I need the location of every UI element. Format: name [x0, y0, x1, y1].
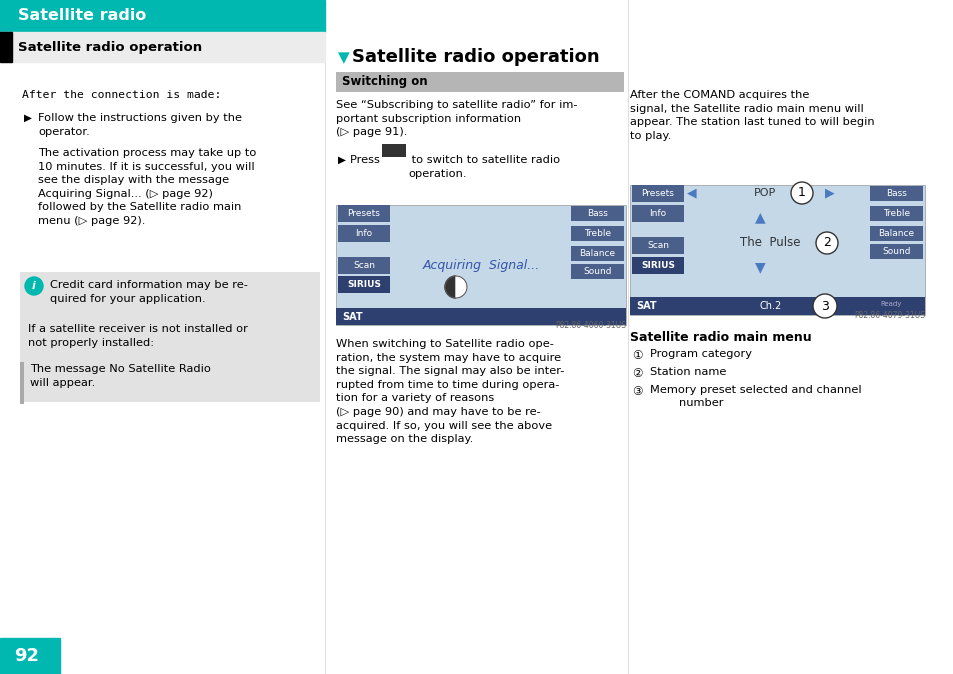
- Text: Scan: Scan: [353, 261, 375, 270]
- Bar: [20, 362, 24, 404]
- Text: Station name: Station name: [649, 367, 725, 377]
- Bar: [0, 32, 12, 62]
- Bar: [631, 257, 683, 274]
- Text: Bass: Bass: [885, 189, 906, 198]
- Text: Acquiring  Signal...: Acquiring Signal...: [422, 259, 539, 272]
- Text: to switch to satellite radio
operation.: to switch to satellite radio operation.: [408, 155, 559, 179]
- Text: Follow the instructions given by the
operator.: Follow the instructions given by the ope…: [38, 113, 242, 137]
- Text: Press: Press: [350, 155, 383, 165]
- Text: Satellite radio main menu: Satellite radio main menu: [629, 331, 811, 344]
- Bar: [629, 297, 924, 315]
- Text: POP: POP: [753, 188, 776, 198]
- Text: Ch.2: Ch.2: [760, 301, 781, 311]
- Text: Sound: Sound: [882, 247, 910, 256]
- Text: The  Pulse: The Pulse: [739, 237, 800, 249]
- Text: ◀: ◀: [686, 187, 696, 200]
- Text: Credit card information may be re-
quired for your application.: Credit card information may be re- quire…: [50, 280, 248, 303]
- Bar: [571, 226, 623, 241]
- Text: 3: 3: [821, 299, 828, 313]
- Bar: [869, 226, 923, 241]
- Text: Ready: Ready: [879, 301, 901, 307]
- Text: Presets: Presets: [347, 209, 380, 218]
- Text: Bass: Bass: [586, 209, 607, 218]
- Text: P82.86-4079-31US: P82.86-4079-31US: [853, 311, 924, 320]
- Bar: [335, 72, 623, 92]
- Bar: [0, 32, 325, 62]
- Bar: [571, 264, 623, 279]
- Text: SAT: SAT: [385, 160, 402, 168]
- Bar: [571, 206, 623, 221]
- Text: ③: ③: [631, 385, 641, 398]
- Text: Balance: Balance: [878, 229, 914, 238]
- Text: Treble: Treble: [583, 229, 611, 238]
- Text: If a satellite receiver is not installed or
not properly installed:: If a satellite receiver is not installed…: [28, 324, 248, 348]
- Text: ▼: ▼: [337, 50, 350, 65]
- Text: SIRIUS: SIRIUS: [640, 261, 675, 270]
- Text: Presets: Presets: [640, 189, 674, 198]
- Bar: [20, 272, 319, 402]
- Text: Treble: Treble: [882, 209, 909, 218]
- Bar: [869, 206, 923, 221]
- Text: 92: 92: [14, 647, 39, 665]
- Circle shape: [25, 277, 43, 295]
- Bar: [869, 186, 923, 201]
- Bar: [0, 0, 325, 32]
- Bar: [629, 185, 924, 315]
- Text: 1: 1: [798, 187, 805, 200]
- Circle shape: [815, 232, 837, 254]
- Text: 2: 2: [822, 237, 830, 249]
- Text: P82.86-4060-31US: P82.86-4060-31US: [555, 321, 625, 330]
- Text: ▶: ▶: [824, 187, 834, 200]
- Bar: [631, 185, 683, 202]
- Text: Sound: Sound: [582, 267, 611, 276]
- Bar: [337, 257, 390, 274]
- Text: Satellite radio operation: Satellite radio operation: [352, 48, 599, 66]
- Text: ②: ②: [631, 367, 641, 380]
- Text: Info: Info: [649, 209, 666, 218]
- Text: ▶: ▶: [24, 113, 32, 123]
- Bar: [571, 246, 623, 261]
- Bar: [869, 244, 923, 259]
- Text: When switching to Satellite radio ope-
ration, the system may have to acquire
th: When switching to Satellite radio ope- r…: [335, 339, 564, 444]
- Bar: [335, 205, 625, 325]
- Text: SAT: SAT: [341, 311, 362, 321]
- Circle shape: [790, 182, 812, 204]
- Text: After the connection is made:: After the connection is made:: [22, 90, 221, 100]
- Text: See “Subscribing to satellite radio” for im-
portant subscription information
(▷: See “Subscribing to satellite radio” for…: [335, 100, 577, 137]
- Bar: [631, 237, 683, 254]
- Text: The message No Satellite Radio
will appear.: The message No Satellite Radio will appe…: [30, 364, 211, 388]
- Bar: [337, 276, 390, 293]
- Text: ▲: ▲: [754, 210, 764, 224]
- Text: ▼: ▼: [754, 260, 764, 274]
- Text: Info: Info: [355, 229, 373, 238]
- Text: ①: ①: [631, 349, 641, 362]
- Text: Scan: Scan: [646, 241, 668, 250]
- Text: SAT: SAT: [636, 301, 656, 311]
- Text: Switching on: Switching on: [341, 75, 427, 88]
- Text: Memory preset selected and channel
        number: Memory preset selected and channel numbe…: [649, 385, 861, 408]
- Text: Satellite radio operation: Satellite radio operation: [18, 40, 202, 53]
- Bar: [337, 205, 390, 222]
- Text: SIRIUS: SIRIUS: [347, 280, 380, 289]
- Text: Balance: Balance: [578, 249, 615, 258]
- Wedge shape: [456, 276, 467, 298]
- Bar: [335, 308, 625, 325]
- Text: Program category: Program category: [649, 349, 751, 359]
- Text: After the COMAND acquires the
signal, the Satellite radio main menu will
appear.: After the COMAND acquires the signal, th…: [629, 90, 874, 141]
- Text: ▶: ▶: [337, 155, 346, 165]
- Bar: [337, 225, 390, 242]
- Circle shape: [812, 294, 836, 318]
- Text: Satellite radio: Satellite radio: [18, 9, 146, 24]
- Wedge shape: [444, 276, 456, 298]
- Text: The activation process may take up to
10 minutes. If it is successful, you will
: The activation process may take up to 10…: [38, 148, 256, 226]
- Bar: [631, 205, 683, 222]
- Bar: [381, 144, 406, 157]
- Text: i: i: [32, 281, 36, 291]
- Bar: [0, 638, 60, 674]
